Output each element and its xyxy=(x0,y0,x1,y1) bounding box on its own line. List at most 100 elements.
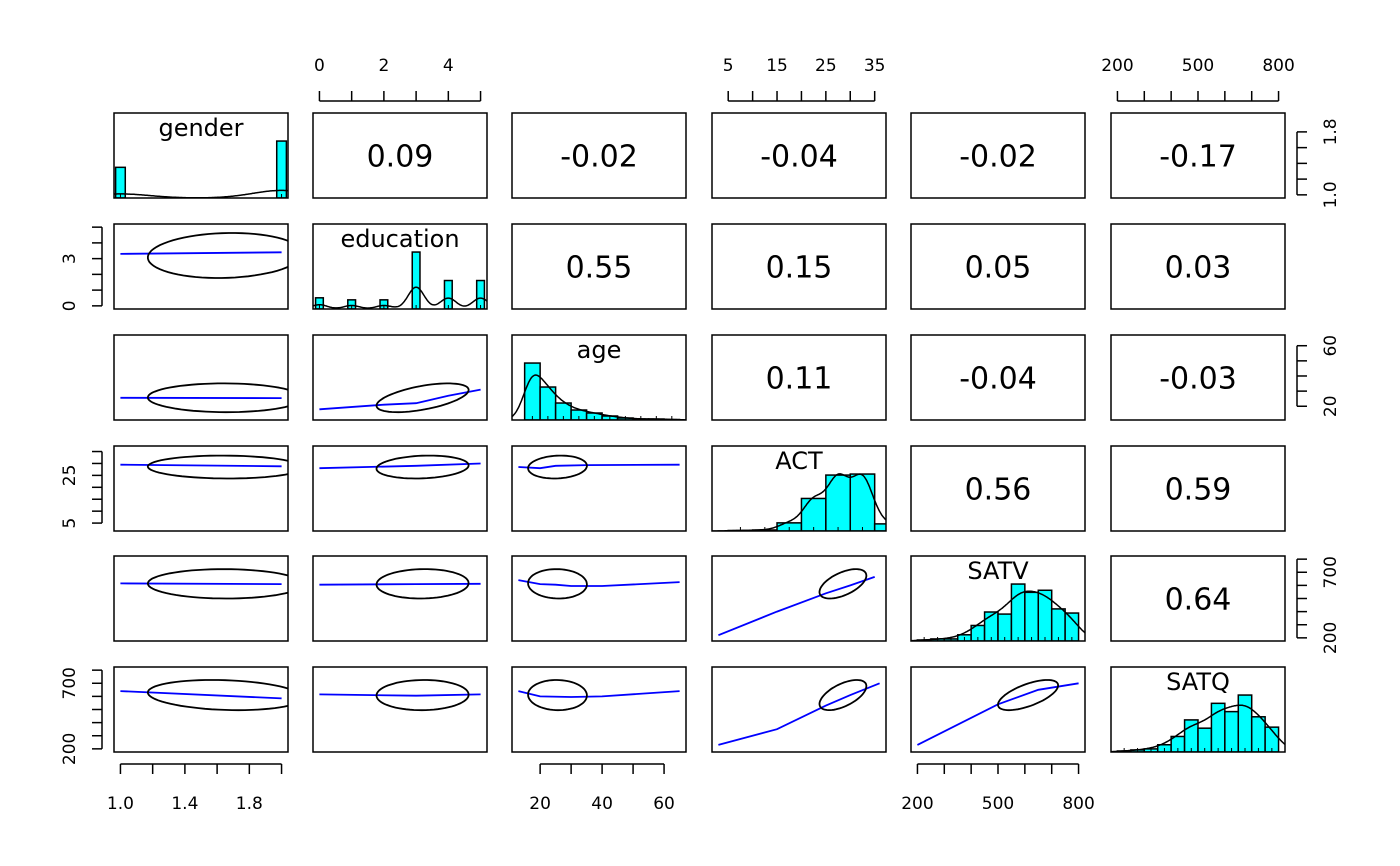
correlation-value: -0.04 xyxy=(760,140,838,175)
bottom-axis-gender: 1.0 1.4 1.8 xyxy=(107,763,283,814)
panel-frame xyxy=(312,445,488,532)
tick-label: 1.8 xyxy=(1321,118,1341,145)
correlation-ellipse xyxy=(818,679,868,711)
top-axis-satq: 200 500 800 xyxy=(1101,56,1295,102)
correlation-value: 0.05 xyxy=(965,251,1032,286)
tick-label: 20 xyxy=(1321,395,1341,417)
histogram-bar xyxy=(1024,591,1040,641)
histogram-panel-satv xyxy=(911,583,1085,641)
lowess-line xyxy=(319,693,481,697)
histogram-bar xyxy=(411,251,421,309)
tick-label: 200 xyxy=(901,794,933,814)
panel-frame xyxy=(312,666,488,753)
density-curve xyxy=(313,286,487,309)
tick-label: 200 xyxy=(1101,56,1133,76)
correlation-value: -0.02 xyxy=(560,140,638,175)
correlation-value: 0.64 xyxy=(1165,583,1232,618)
scatter-panel xyxy=(518,568,680,600)
density-curve xyxy=(1111,704,1285,752)
scatter-panel xyxy=(319,382,481,414)
lowess-line xyxy=(120,463,282,468)
tick-label: 200 xyxy=(60,733,80,765)
correlation-value: 0.59 xyxy=(1165,473,1232,508)
histogram-bar xyxy=(849,473,876,531)
tick-label: 200 xyxy=(1321,622,1341,654)
scatter-panel xyxy=(120,568,288,600)
scatter-panel xyxy=(319,568,481,600)
density-curve xyxy=(911,590,1085,641)
panel-frame xyxy=(711,112,887,199)
tick-label: 500 xyxy=(1182,56,1214,76)
lowess-line xyxy=(120,251,282,255)
tick-label: 800 xyxy=(1062,794,1094,814)
panel-frame xyxy=(910,666,1086,753)
tick-label: 1.8 xyxy=(236,794,263,814)
tick-label: 1.0 xyxy=(1321,181,1341,208)
panel-frame xyxy=(312,555,488,642)
panel-frame xyxy=(711,666,887,753)
lowess-line xyxy=(319,582,481,586)
tick-label: 700 xyxy=(60,667,80,699)
panel-frame xyxy=(511,223,687,310)
panel-frame xyxy=(910,555,1086,642)
variable-name-label: gender xyxy=(158,114,243,142)
panel-frame xyxy=(312,334,488,421)
lowess-line xyxy=(518,579,680,587)
histogram-bar xyxy=(1237,694,1253,752)
scatter-panel xyxy=(916,679,1079,746)
tick-label: 3 xyxy=(60,253,80,264)
tick-label: 2 xyxy=(378,56,389,76)
tick-label: 60 xyxy=(1321,335,1341,357)
panel-frame xyxy=(1110,445,1286,532)
correlation-ellipse xyxy=(375,454,470,480)
scatter-panel xyxy=(120,679,288,712)
variable-name-label: SATV xyxy=(967,557,1029,585)
correlation-ellipse xyxy=(375,679,470,712)
correlation-ellipse xyxy=(818,568,868,600)
correlation-ellipse xyxy=(997,679,1060,712)
tick-label: 1.0 xyxy=(107,794,134,814)
panel-frame xyxy=(910,112,1086,199)
panel-frame xyxy=(1110,666,1286,753)
tick-label: 15 xyxy=(766,56,788,76)
left-axis-satq: 200 700 xyxy=(60,667,103,765)
variable-name-label: education xyxy=(340,225,459,253)
histogram-bar xyxy=(800,497,827,531)
panel-frame xyxy=(910,334,1086,421)
left-axis-education: 03 xyxy=(60,226,103,311)
tick-label: 40 xyxy=(591,794,613,814)
histogram-bar xyxy=(1250,716,1266,752)
scatter-panel xyxy=(120,382,288,414)
tick-label: 25 xyxy=(815,56,837,76)
correlation-value: -0.17 xyxy=(1159,140,1237,175)
lowess-line xyxy=(718,576,875,637)
histogram-bar xyxy=(443,279,453,309)
scatter-panel xyxy=(319,679,481,712)
bottom-axis-age: 20 40 60 xyxy=(529,763,675,814)
correlation-value: 0.55 xyxy=(566,251,633,286)
correlation-ellipse xyxy=(146,232,288,279)
histogram-bar xyxy=(1064,612,1080,641)
tick-label: 1.4 xyxy=(171,794,198,814)
panel-frame xyxy=(1110,555,1286,642)
correlation-value: -0.02 xyxy=(959,140,1037,175)
scatter-panel xyxy=(319,454,481,480)
variable-name-label: age xyxy=(577,336,622,364)
histogram-bar xyxy=(1050,608,1066,641)
correlation-ellipse xyxy=(375,568,470,600)
lowess-line xyxy=(319,462,481,470)
panel-frame xyxy=(113,112,289,199)
variable-name-label: ACT xyxy=(775,447,823,475)
histogram-bar xyxy=(475,279,486,309)
tick-label: 0 xyxy=(60,300,80,311)
panel-frame xyxy=(113,666,289,753)
panel-frame xyxy=(511,445,687,532)
panel-frame xyxy=(711,223,887,310)
histogram-panel-act xyxy=(712,473,886,531)
panel-frame xyxy=(312,223,488,310)
scatter-panel xyxy=(718,568,875,637)
panel-frame xyxy=(312,112,488,199)
tick-label: 5 xyxy=(60,518,80,529)
correlation-value: 0.56 xyxy=(965,473,1032,508)
